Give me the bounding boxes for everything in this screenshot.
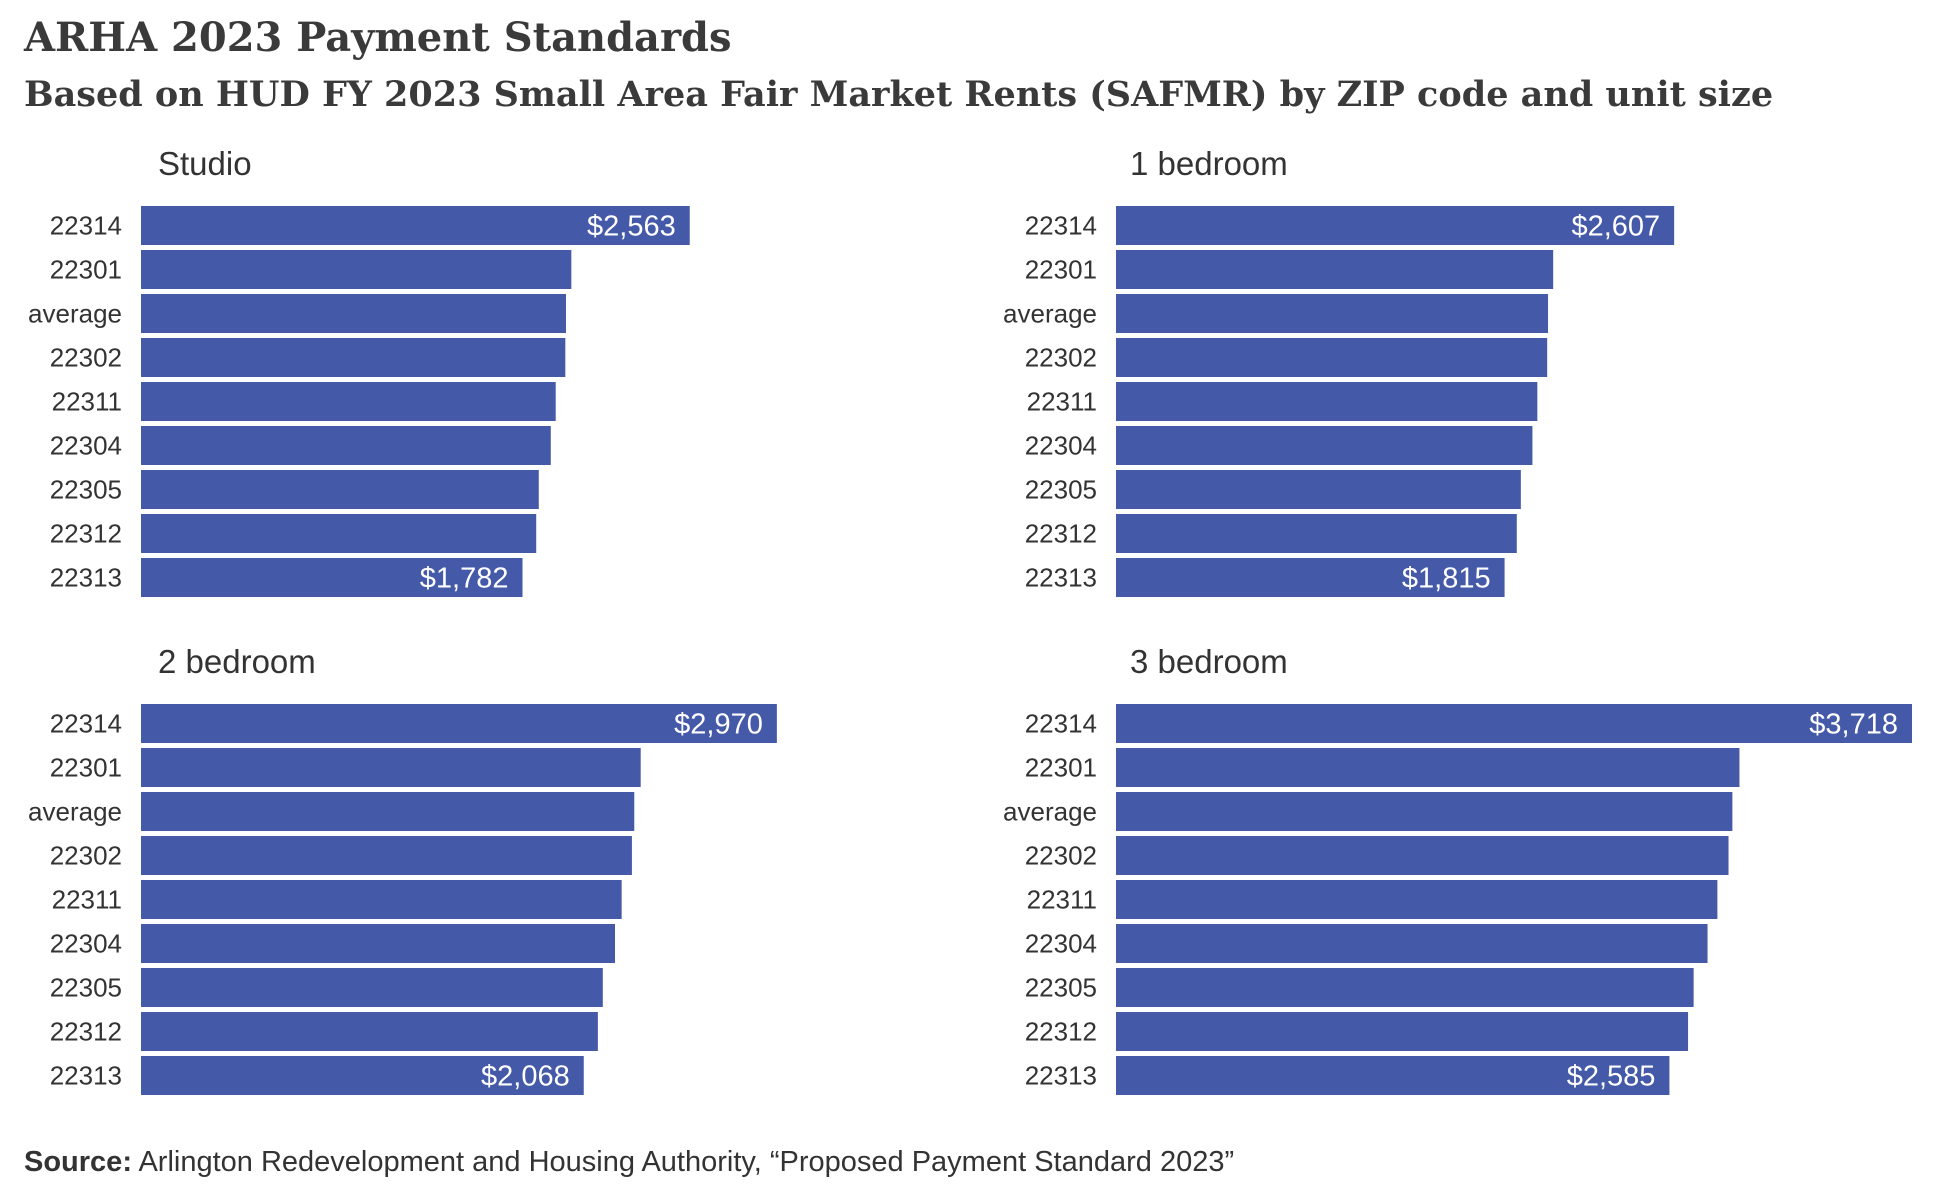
bar — [1116, 1012, 1689, 1051]
panel-title-studio: Studio — [158, 145, 252, 182]
category-label: 22312 — [50, 1017, 122, 1047]
bar — [141, 514, 537, 553]
bar — [141, 924, 616, 963]
source-text: Arlington Redevelopment and Housing Auth… — [131, 1146, 1235, 1178]
category-label: 22301 — [1025, 255, 1097, 285]
bar — [1116, 470, 1521, 509]
value-label: $2,970 — [674, 709, 763, 741]
category-label: 22312 — [1025, 1017, 1097, 1047]
panel-title-2-bedroom: 2 bedroom — [158, 643, 316, 680]
bar — [1116, 294, 1549, 333]
category-label: average — [28, 299, 122, 329]
category-label: 22301 — [1025, 753, 1097, 783]
category-label: average — [28, 797, 122, 827]
chart-subtitle: Based on HUD FY 2023 Small Area Fair Mar… — [24, 74, 1774, 115]
bar — [141, 206, 690, 245]
bar — [1116, 748, 1740, 787]
bar — [1116, 1056, 1670, 1095]
chart-2-bedroom: 22314 $2,970 22301 average 22302 22311 22304 22… — [28, 704, 777, 1095]
bar — [141, 250, 572, 289]
value-label: $2,585 — [1567, 1061, 1656, 1093]
category-label: 22312 — [1025, 519, 1097, 549]
bar — [141, 338, 566, 377]
bar — [141, 968, 603, 1007]
category-label: 22314 — [50, 709, 122, 739]
source-note: Source: Arlington Redevelopment and Hous… — [24, 1146, 1234, 1179]
category-label: 22313 — [50, 1061, 122, 1091]
bar — [141, 880, 622, 919]
chart-3-bedroom: 22314 $3,718 22301 average 22302 22311 22304 22… — [1003, 704, 1912, 1095]
panel-studio: Studio 22314 $2,563 22301 average 22302 22311… — [0, 140, 975, 640]
category-label: 22301 — [50, 753, 122, 783]
category-label: 22313 — [1025, 563, 1097, 593]
category-label: 22302 — [1025, 343, 1097, 373]
bar — [1116, 924, 1708, 963]
panel-title-1-bedroom: 1 bedroom — [1130, 145, 1288, 182]
bar — [1116, 880, 1718, 919]
category-label: 22311 — [1027, 387, 1097, 417]
value-label: $2,563 — [587, 211, 676, 243]
category-label: 22314 — [1025, 211, 1097, 241]
bar — [1116, 250, 1554, 289]
bar — [1116, 704, 1912, 743]
category-label: 22305 — [1025, 475, 1097, 505]
bar — [1116, 792, 1733, 831]
category-label: 22304 — [1025, 431, 1097, 461]
category-label: 22304 — [50, 431, 122, 461]
bar — [1116, 206, 1675, 245]
panel-title-3-bedroom: 3 bedroom — [1130, 643, 1288, 680]
category-label: 22311 — [52, 387, 122, 417]
bar — [1116, 382, 1538, 421]
chart-studio: 22314 $2,563 22301 average 22302 22311 22304 22… — [28, 206, 690, 597]
panel-3-bedroom: 3 bedroom 22314 $3,718 22301 average 22302 22… — [975, 638, 1950, 1138]
category-label: 22313 — [1025, 1061, 1097, 1091]
bar — [1116, 338, 1548, 377]
category-label: 22314 — [1025, 709, 1097, 739]
bar — [141, 792, 635, 831]
panel-1-bedroom: 1 bedroom 22314 $2,607 22301 average 22302 22… — [975, 140, 1950, 640]
bar — [141, 382, 556, 421]
category-label: 22302 — [50, 343, 122, 373]
bar — [141, 1056, 584, 1095]
bar — [141, 1012, 598, 1051]
value-label: $1,815 — [1402, 563, 1491, 595]
category-label: 22302 — [1025, 841, 1097, 871]
category-label: 22305 — [1025, 973, 1097, 1003]
bar — [1116, 836, 1729, 875]
bar — [141, 836, 632, 875]
bar — [141, 558, 523, 597]
value-label: $2,607 — [1571, 211, 1660, 243]
value-label: $2,068 — [481, 1061, 570, 1093]
source-label: Source: — [24, 1146, 132, 1178]
chart-title: ARHA 2023 Payment Standards — [24, 14, 732, 61]
category-label: 22311 — [52, 885, 122, 915]
bar — [141, 470, 539, 509]
category-label: 22305 — [50, 973, 122, 1003]
category-label: 22305 — [50, 475, 122, 505]
category-label: 22302 — [50, 841, 122, 871]
bar — [1116, 558, 1505, 597]
panel-2-bedroom: 2 bedroom 22314 $2,970 22301 average 22302 22… — [0, 638, 975, 1138]
category-label: 22311 — [1027, 885, 1097, 915]
chart-1-bedroom: 22314 $2,607 22301 average 22302 22311 22304 22… — [1003, 206, 1675, 597]
value-label: $1,782 — [420, 563, 509, 595]
category-label: 22312 — [50, 519, 122, 549]
bar — [1116, 426, 1533, 465]
bar — [141, 294, 566, 333]
category-label: 22314 — [50, 211, 122, 241]
bar — [141, 748, 641, 787]
value-label: $3,718 — [1809, 709, 1898, 741]
category-label: 22301 — [50, 255, 122, 285]
category-label: 22313 — [50, 563, 122, 593]
bar — [1116, 968, 1694, 1007]
category-label: average — [1003, 299, 1097, 329]
category-label: average — [1003, 797, 1097, 827]
category-label: 22304 — [1025, 929, 1097, 959]
bar — [141, 426, 551, 465]
bar — [1116, 514, 1517, 553]
category-label: 22304 — [50, 929, 122, 959]
bar — [141, 704, 777, 743]
